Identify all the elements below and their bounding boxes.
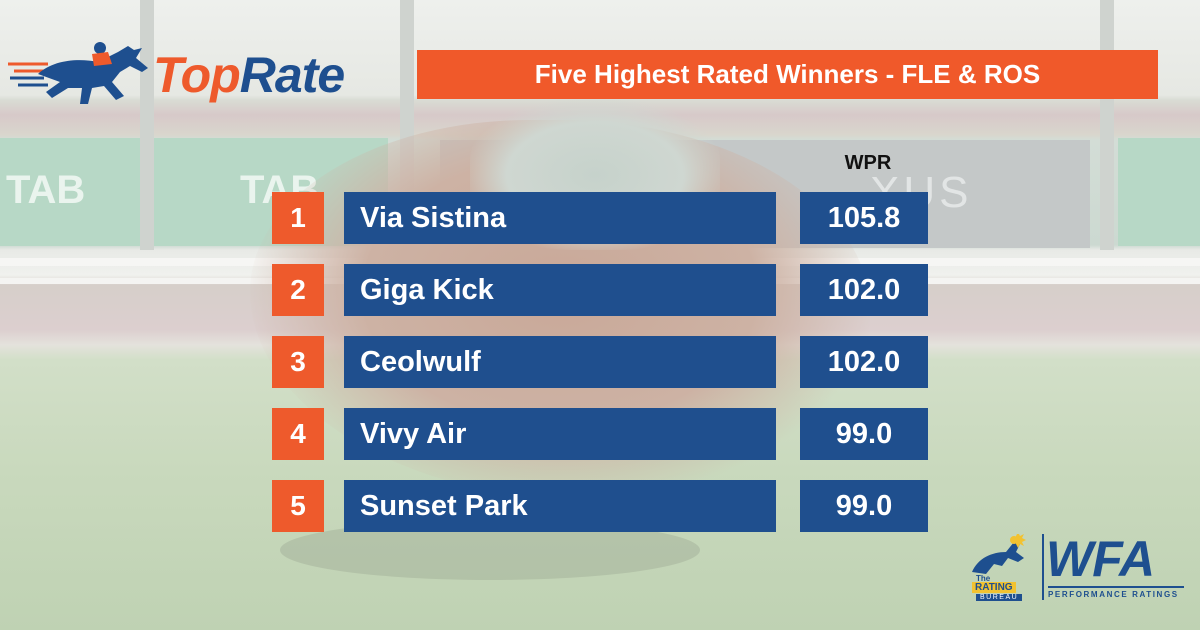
horse-name: Sunset Park	[344, 480, 776, 532]
rank-badge: 1	[272, 192, 324, 244]
table-row: 3 Ceolwulf 102.0	[0, 336, 1200, 388]
horse-name: Ceolwulf	[344, 336, 776, 388]
horse-jockey-icon	[8, 42, 148, 104]
horse-name: Giga Kick	[344, 264, 776, 316]
wpr-value: 105.8	[800, 192, 928, 244]
toprate-logo: TopRate	[8, 38, 388, 113]
logo-rate-text: Rate	[239, 47, 345, 103]
wpr-value: 102.0	[800, 336, 928, 388]
toprate-wordmark: TopRate	[153, 47, 345, 103]
rank-badge: 2	[272, 264, 324, 316]
horse-name: Via Sistina	[344, 192, 776, 244]
wfa-wordmark: WFA	[1046, 531, 1155, 587]
wpr-value: 99.0	[800, 408, 928, 460]
wfa-logo: The RATING BUREAU WFA PERFORMANCE RATING…	[958, 534, 1188, 604]
table-row: 1 Via Sistina 105.8	[0, 192, 1200, 244]
rank-badge: 5	[272, 480, 324, 532]
wfa-subtitle: PERFORMANCE RATINGS	[1048, 586, 1184, 599]
header-banner: Five Highest Rated Winners - FLE & ROS	[417, 50, 1158, 99]
table-row: 5 Sunset Park 99.0	[0, 480, 1200, 532]
rating-bureau-the: The	[976, 574, 991, 583]
rating-bureau-horse-icon	[972, 534, 1026, 574]
rating-bureau-bureau: BUREAU	[976, 594, 1023, 601]
rank-badge: 4	[272, 408, 324, 460]
wpr-value: 99.0	[800, 480, 928, 532]
background-tab-text: TAB	[6, 168, 86, 212]
rank-badge: 3	[272, 336, 324, 388]
table-row: 2 Giga Kick 102.0	[0, 264, 1200, 316]
logo-top-text: Top	[153, 47, 241, 103]
background-tab-board	[1118, 138, 1200, 246]
table-row: 4 Vivy Air 99.0	[0, 408, 1200, 460]
background-pole	[140, 0, 154, 250]
wpr-column-header: WPR	[844, 152, 892, 174]
horse-name: Vivy Air	[344, 408, 776, 460]
page-title: Five Highest Rated Winners - FLE & ROS	[534, 59, 1041, 89]
wpr-value: 102.0	[800, 264, 928, 316]
rating-bureau-rating: RATING	[972, 582, 1016, 593]
logo-divider	[1042, 534, 1044, 600]
